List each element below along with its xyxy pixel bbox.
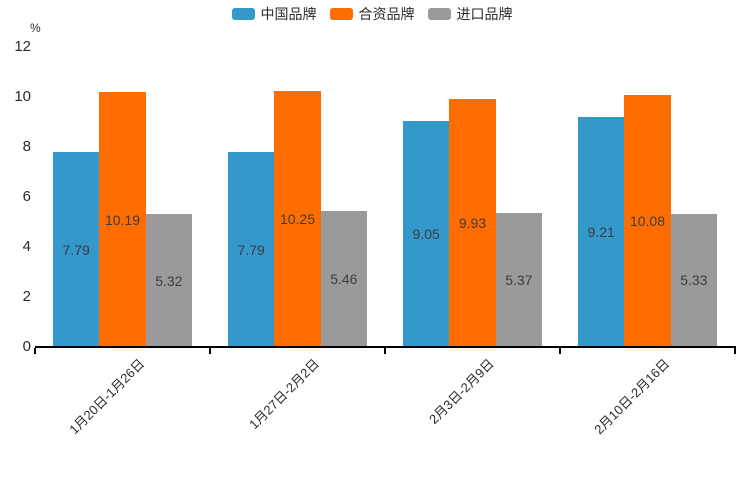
legend-item-series-2[interactable]: 进口品牌	[427, 6, 513, 22]
y-axis-tick-label: 12	[14, 38, 31, 55]
bar-series-1-group-1	[274, 90, 321, 347]
x-axis-tick-mark	[209, 348, 211, 354]
bar-value-label: 5.33	[680, 272, 708, 289]
bar-value-label: 9.21	[587, 223, 615, 240]
legend-item-label: 进口品牌	[456, 6, 513, 22]
bar-series-0-group-3	[578, 116, 625, 347]
x-axis-line	[35, 346, 736, 348]
chart-legend: 中国品牌 合资品牌 进口品牌	[0, 7, 744, 21]
bar-series-0-group-1	[228, 152, 275, 347]
bar-series-1-group-3	[624, 95, 671, 347]
bar-value-label: 7.79	[237, 241, 265, 258]
legend-item-series-1[interactable]: 合资品牌	[329, 6, 415, 22]
x-axis-tick-label: 1月20日-1月26日	[65, 356, 148, 438]
bar-series-2-group-0	[145, 214, 192, 347]
x-axis-tick-mark	[34, 348, 36, 354]
x-axis-tick-mark	[384, 348, 386, 354]
legend-item-series-0[interactable]: 中国品牌	[231, 6, 317, 22]
bar-series-0-group-0	[53, 152, 100, 347]
bar-series-2-group-3	[670, 213, 717, 347]
legend-swatch-icon	[329, 8, 353, 20]
bar-value-label: 7.79	[62, 241, 90, 258]
bar-series-1-group-0	[99, 92, 146, 347]
bar-series-1-group-2	[449, 98, 496, 347]
bar-value-label: 5.46	[330, 270, 358, 287]
y-axis-tick-label: 8	[22, 138, 31, 155]
legend-item-label: 合资品牌	[358, 6, 415, 22]
bar-series-0-group-2	[403, 120, 450, 347]
y-axis-unit-label: %	[30, 21, 41, 35]
y-axis-tick-label: 2	[22, 288, 31, 305]
legend-swatch-icon	[231, 8, 255, 20]
x-axis-tick-label: 1月27日-2月2日	[246, 356, 323, 433]
bar-value-label: 10.08	[629, 213, 666, 229]
bar-value-label: 10.19	[104, 211, 141, 228]
bar-value-label: 9.05	[412, 225, 440, 242]
bar-value-label: 9.93	[458, 214, 487, 231]
y-axis-tick-label: 10	[14, 88, 31, 105]
x-axis-tick-mark	[734, 348, 736, 354]
bar-value-label: 5.32	[155, 272, 183, 289]
bar-value-label: 10.25	[279, 210, 316, 227]
x-axis-tick-mark	[559, 348, 561, 354]
bar-series-2-group-1	[320, 210, 367, 347]
legend-item-label: 中国品牌	[260, 6, 317, 22]
y-axis-tick-label: 6	[22, 188, 31, 205]
legend-swatch-icon	[427, 8, 451, 20]
bar-series-2-group-2	[495, 212, 542, 347]
x-axis-tick-label: 2月10日-2月16日	[590, 356, 673, 438]
y-axis-tick-label: 0	[22, 338, 31, 355]
y-axis-tick-label: 4	[22, 238, 31, 255]
x-axis-tick-label: 2月3日-2月9日	[426, 356, 498, 427]
bar-value-label: 5.37	[505, 271, 533, 288]
